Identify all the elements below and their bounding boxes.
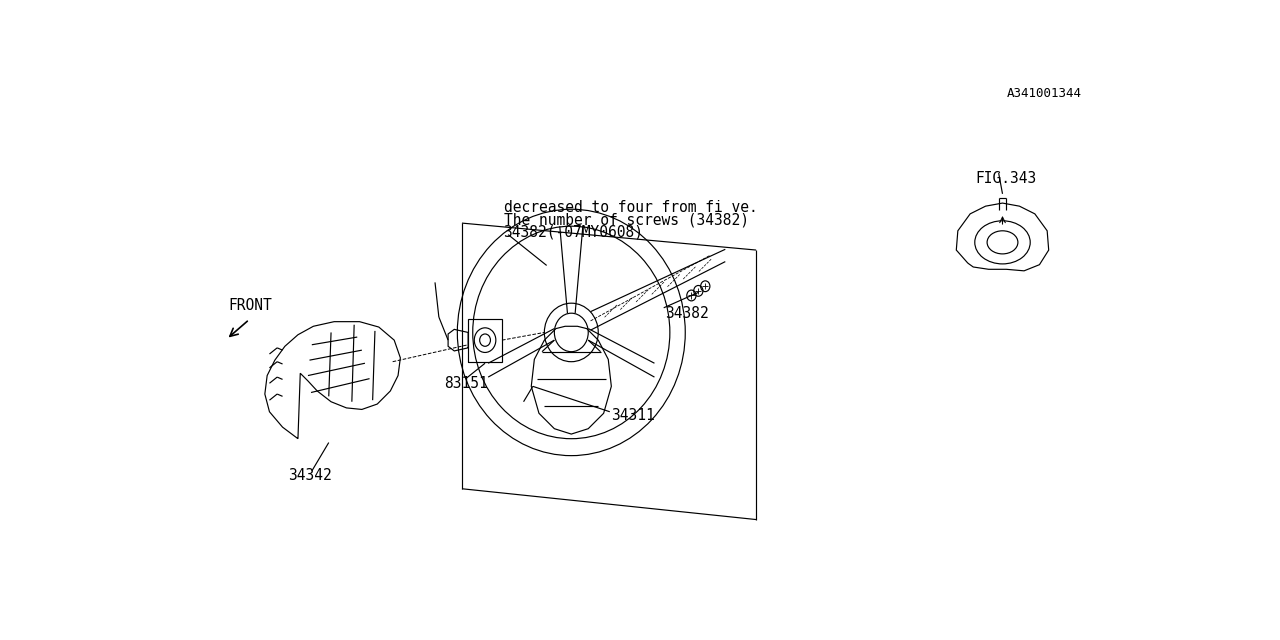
Text: 34342: 34342 (288, 468, 332, 483)
Text: The number of screws (34382): The number of screws (34382) (503, 212, 749, 227)
Text: A341001344: A341001344 (1006, 87, 1082, 100)
Text: FIG.343: FIG.343 (975, 171, 1037, 186)
Text: 34382: 34382 (666, 306, 709, 321)
Text: FRONT: FRONT (228, 298, 271, 313)
Text: 83151: 83151 (444, 376, 488, 391)
Text: 34382(-07MY0608): 34382(-07MY0608) (503, 225, 644, 240)
Text: 34311: 34311 (612, 408, 655, 423)
Text: decreased to four from fi ve.: decreased to four from fi ve. (503, 200, 758, 215)
